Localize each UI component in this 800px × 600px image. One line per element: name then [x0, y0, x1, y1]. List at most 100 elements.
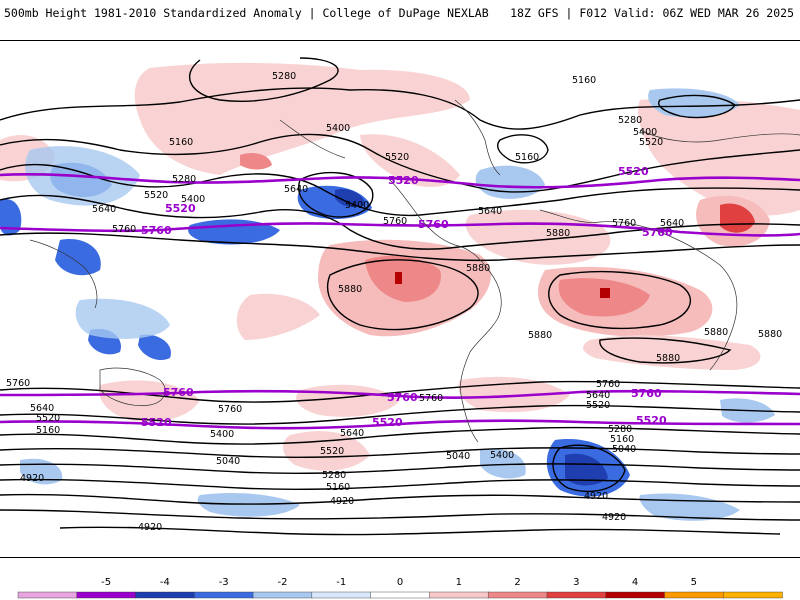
contour-label: 5280	[618, 115, 642, 126]
contour-label: 5160	[572, 75, 596, 86]
contour-label: 5520	[586, 400, 610, 411]
reference-label: 5520	[141, 416, 172, 429]
map-frame	[0, 40, 800, 558]
contour-label: 5520	[36, 413, 60, 424]
reference-contours	[0, 173, 800, 430]
colorbar-tick-label: -2	[277, 577, 287, 588]
colorbar-bin	[429, 591, 489, 599]
contour-label: 5760	[6, 378, 30, 389]
colorbar-tick-label: -4	[160, 577, 170, 588]
contour-label: 5400	[181, 194, 205, 205]
colorbar-bin	[135, 591, 196, 599]
reference-label: 5760	[418, 218, 449, 231]
contour-label: 5520	[144, 190, 168, 201]
contour-label: 5640	[586, 390, 610, 401]
height-contours	[0, 57, 800, 536]
coastlines	[29, 99, 800, 443]
reference-label: 5760	[141, 224, 172, 237]
contour-label: 5640	[478, 206, 502, 217]
contour-label: 5400	[633, 127, 657, 138]
chart-title: 500mb Height 1981-2010 Standardized Anom…	[4, 6, 489, 20]
contour-label: 5760	[112, 224, 136, 235]
contour-label: 5280	[272, 71, 296, 82]
contour-label: 5160	[610, 434, 634, 445]
reference-label: 5520	[372, 416, 403, 429]
contour-label: 5160	[169, 137, 193, 148]
colorbar-bin	[252, 591, 313, 599]
colorbar-bin	[17, 591, 78, 599]
contour-label: 5280	[322, 470, 346, 481]
reference-label: 5520	[636, 414, 667, 427]
colorbar-bins	[17, 591, 783, 599]
colorbar-bin	[487, 591, 548, 599]
reference-label: 5760	[163, 386, 194, 399]
contour-label: 5160	[36, 425, 60, 436]
contour-label: 4920	[20, 473, 44, 484]
contour-label: 5040	[612, 444, 636, 455]
colorbar-bin	[370, 591, 431, 599]
colorbar-bin	[311, 591, 372, 599]
contour-label: 5280	[608, 424, 632, 435]
contour-label: 5640	[92, 204, 116, 215]
contour-label: 5880	[704, 327, 728, 338]
colorbar-tick-label: -1	[336, 577, 346, 588]
colorbar-tick-label: 1	[456, 577, 462, 588]
colorbar-bin	[76, 591, 137, 599]
contour-label: 5640	[284, 184, 308, 195]
reference-label: 5520	[388, 174, 419, 187]
colorbar-bin	[723, 591, 783, 599]
contour-label: 5880	[546, 228, 570, 239]
colorbar-tick-label: -3	[219, 577, 229, 588]
colorbar-tick-label: 4	[632, 577, 638, 588]
contour-labels: 5280 5160 5400 5160 5280 5400 5520 5520 …	[6, 71, 782, 533]
reference-contour-labels: 5520 5520 5520 5760 5760 5760 5760 5760 …	[141, 165, 673, 429]
contour-label: 4920	[138, 522, 162, 533]
contour-label: 5880	[466, 263, 490, 274]
model-valid-time: 18Z GFS | F012 Valid: 06Z WED MAR 26 202…	[510, 6, 794, 20]
contour-label: 5040	[446, 451, 470, 462]
colorbar-bin	[194, 591, 254, 599]
contour-label: 5640	[660, 218, 684, 229]
contour-label: 4920	[584, 491, 608, 502]
colorbar-bin	[546, 591, 607, 599]
contour-label: 5520	[320, 446, 344, 457]
contour-label: 5040	[216, 456, 240, 467]
contour-label: 5160	[515, 152, 539, 163]
colorbar-ticks: -5 -4 -3 -2 -1 0 1 2 3 4 5	[101, 577, 697, 588]
contour-label: 4920	[330, 496, 354, 507]
contour-label: 5880	[528, 330, 552, 341]
contour-label: 5640	[340, 428, 364, 439]
contour-label: 5760	[218, 404, 242, 415]
anomaly-map: 5280 5160 5400 5160 5280 5400 5520 5520 …	[0, 57, 800, 536]
contour-label: 5760	[612, 218, 636, 229]
reference-label: 5760	[631, 387, 662, 400]
colorbar-tick-label: 0	[397, 577, 403, 588]
strong-positive-anomaly-shading	[240, 153, 755, 317]
reference-label: 5760	[642, 226, 673, 239]
contour-label: 5880	[656, 353, 680, 364]
reference-label: 5760	[387, 391, 418, 404]
reference-label: 5520	[165, 202, 196, 215]
colorbar-tick-label: -5	[101, 577, 111, 588]
colorbar-bin	[664, 591, 724, 599]
colorbar-tick-label: 2	[514, 577, 520, 588]
contour-label: 5400	[210, 429, 234, 440]
colorbar-tick-label: 5	[691, 577, 697, 588]
contour-label: 5640	[30, 403, 54, 414]
contour-label: 5160	[326, 482, 350, 493]
contour-label: 5400	[326, 123, 350, 134]
contour-label: 5760	[596, 379, 620, 390]
anomaly-colorbar: -5 -4 -3 -2 -1 0 1 2 3 4 5	[17, 577, 783, 599]
contour-label: 5880	[338, 284, 362, 295]
contour-label: 5400	[345, 200, 369, 211]
contour-label: 5280	[172, 174, 196, 185]
contour-label: 4920	[602, 512, 626, 523]
colorbar-tick-label: 3	[573, 577, 579, 588]
contour-label: 5520	[639, 137, 663, 148]
contour-label: 5520	[385, 152, 409, 163]
contour-label: 5760	[383, 216, 407, 227]
colorbar-bin	[605, 591, 666, 599]
contour-label: 5400	[490, 450, 514, 461]
contour-label: 5880	[758, 329, 782, 340]
reference-label: 5520	[618, 165, 649, 178]
